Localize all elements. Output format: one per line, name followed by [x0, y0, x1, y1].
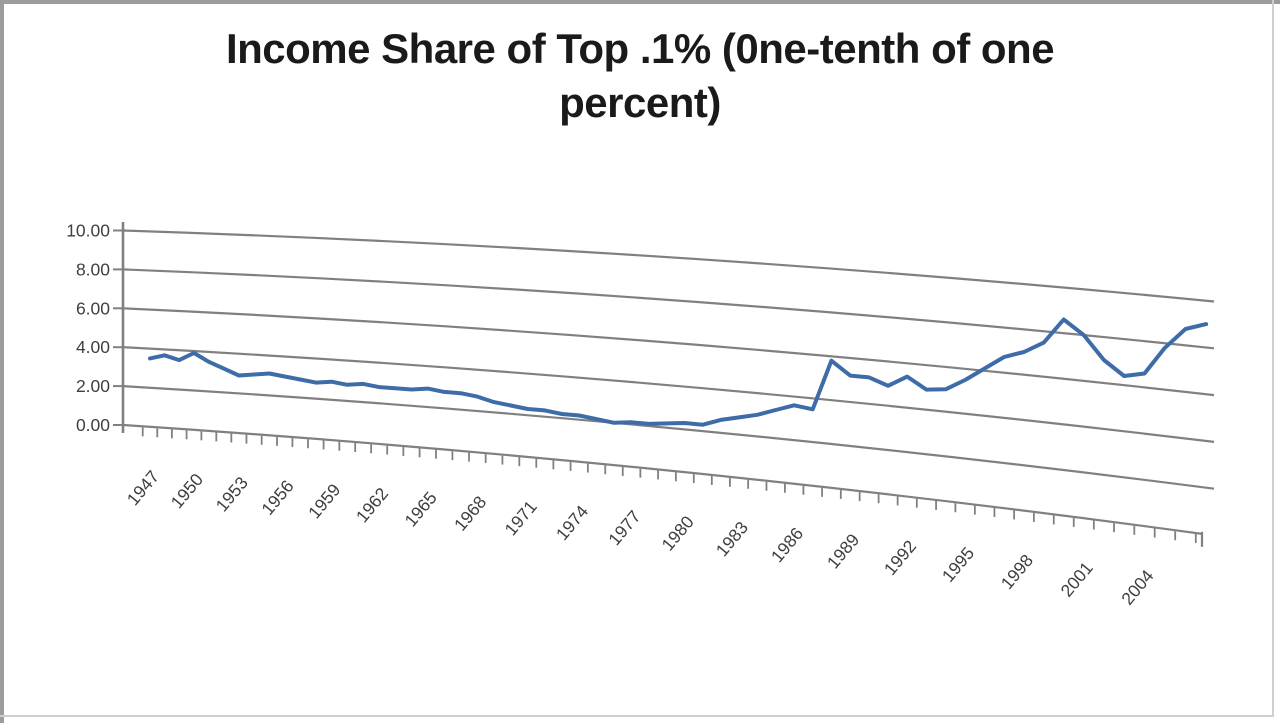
chart-title-line1: Income Share of Top .1% (0ne-tenth of on… [225, 25, 1055, 72]
x-axis-year-label: 1977 [604, 507, 644, 550]
x-axis-year-label: 1983 [712, 518, 752, 561]
gridline [122, 346, 1215, 443]
x-axis-year-label: 1956 [257, 476, 297, 519]
x-axis-year-label: 1947 [123, 467, 163, 510]
x-axis-year-label: 1965 [400, 488, 440, 531]
x-axis-year-label: 1974 [552, 501, 593, 544]
x-axis-year-label: 1950 [167, 469, 208, 512]
x-axis-year-label: 1995 [938, 543, 978, 586]
y-axis-label: 8.00 [76, 259, 110, 279]
y-axis-label: 10.00 [66, 221, 110, 241]
x-axis-year-label: 1998 [997, 550, 1037, 593]
gridline [122, 307, 1215, 397]
x-axis-year-label: 1989 [823, 530, 863, 573]
x-axis-year-label: 1986 [767, 523, 807, 566]
frame-bottom-border [0, 715, 1274, 717]
gridline [122, 229, 1215, 303]
x-axis-year-label: 1953 [212, 473, 252, 516]
chart-title: Income Share of Top .1% (0ne-tenth of on… [170, 22, 1110, 130]
chart-title-line2: percent) [559, 78, 721, 126]
gridline [122, 385, 1215, 490]
x-axis-year-label: 1962 [352, 484, 392, 527]
x-axis-year-label: 2001 [1056, 558, 1096, 601]
gridline [122, 423, 1203, 535]
y-axis-label: 4.00 [76, 337, 110, 357]
x-axis-year-label: 1992 [880, 536, 920, 579]
frame-top-border [0, 0, 1280, 4]
data-line-top-point1-share [148, 317, 1209, 427]
y-axis-label: 2.00 [76, 376, 110, 396]
x-axis-year-label: 2004 [1117, 566, 1158, 609]
x-axis-year-label: 1968 [450, 492, 490, 535]
frame-left-border [0, 0, 4, 723]
y-axis-label: 0.00 [76, 415, 110, 435]
y-axis-label: 6.00 [76, 298, 110, 318]
x-axis-year-label: 1959 [304, 480, 344, 523]
frame-right-border [1272, 0, 1274, 717]
x-axis-year-label: 1971 [500, 497, 540, 540]
x-axis-year-label: 1980 [658, 512, 699, 555]
